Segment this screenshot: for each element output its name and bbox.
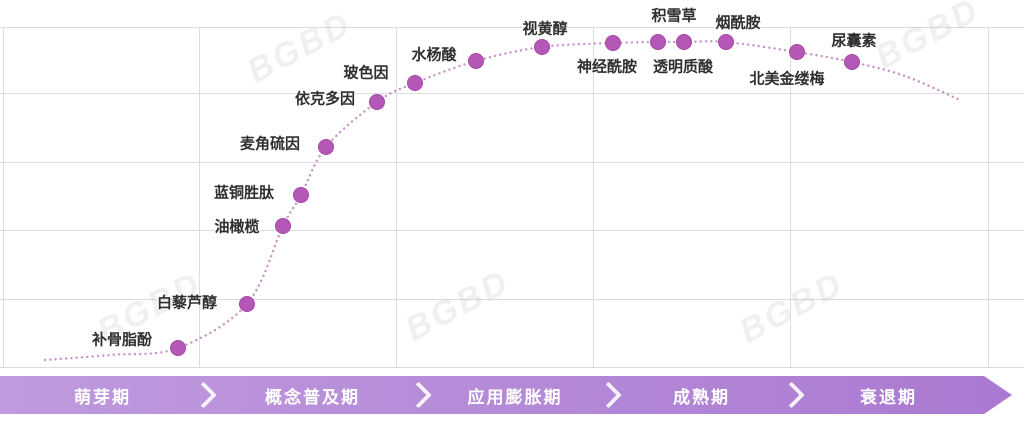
phase-label: 衰退期 <box>860 387 917 407</box>
data-point-dot <box>293 187 309 203</box>
gridline-vertical <box>790 27 791 367</box>
gridline-vertical <box>593 27 594 367</box>
phase-label: 萌芽期 <box>74 387 131 407</box>
gridline-vertical <box>988 27 989 367</box>
gridline-horizontal <box>0 230 1024 231</box>
data-point-label: 北美金缕梅 <box>749 70 825 88</box>
phase-axis-bar: 萌芽期 概念普及期 应用膨胀期 成熟期 衰退期 <box>0 376 1012 414</box>
phase-segment-1: 萌芽期 <box>0 376 205 414</box>
data-point-dot <box>844 54 860 70</box>
data-point-label: 依克多因 <box>294 90 356 108</box>
data-point-label: 水杨酸 <box>411 46 457 64</box>
gridline-horizontal <box>0 299 1024 300</box>
phase-label: 成熟期 <box>673 387 730 407</box>
data-point-dot <box>170 340 186 356</box>
data-point-label: 蓝铜胜肽 <box>213 184 275 202</box>
phase-segment-2: 概念普及期 <box>205 376 420 414</box>
gridline-vertical <box>396 27 397 367</box>
data-point-dot <box>239 296 255 312</box>
data-point-label: 积雪草 <box>651 7 697 25</box>
data-point-dot <box>534 39 550 55</box>
data-point-label: 视黄醇 <box>522 20 568 38</box>
phase-label: 概念普及期 <box>265 387 360 407</box>
data-point-dot <box>369 94 385 110</box>
data-point-label: 透明质酸 <box>652 58 714 76</box>
data-point-label: 白藜芦醇 <box>156 294 218 312</box>
phase-label: 应用膨胀期 <box>467 387 563 407</box>
phase-segment-3: 应用膨胀期 <box>420 376 610 414</box>
data-point-label: 尿囊素 <box>831 32 877 50</box>
data-point-label: 补骨脂酚 <box>91 331 153 349</box>
data-point-label: 神经酰胺 <box>576 58 638 76</box>
data-point-label: 烟酰胺 <box>715 14 761 32</box>
data-point-dot <box>718 34 734 50</box>
data-point-label: 玻色因 <box>343 64 389 82</box>
data-point-dot <box>676 34 692 50</box>
data-point-dot <box>275 218 291 234</box>
data-point-dot <box>605 35 621 51</box>
phase-segment-5: 衰退期 <box>793 376 1012 414</box>
data-point-dot <box>468 53 484 69</box>
gridline-vertical <box>199 27 200 367</box>
data-point-label: 油橄榄 <box>214 218 260 236</box>
data-point-dot <box>318 139 334 155</box>
gridline-horizontal <box>0 162 1024 163</box>
phase-segment-4: 成熟期 <box>610 376 793 414</box>
data-point-dot <box>407 75 423 91</box>
data-point-label: 麦角硫因 <box>239 135 301 153</box>
gridline-vertical <box>3 27 4 367</box>
gridline-horizontal <box>0 367 1024 368</box>
gridline-horizontal <box>0 27 1024 28</box>
gridline-horizontal <box>0 93 1024 94</box>
data-point-dot <box>650 34 666 50</box>
data-point-dot <box>789 44 805 60</box>
